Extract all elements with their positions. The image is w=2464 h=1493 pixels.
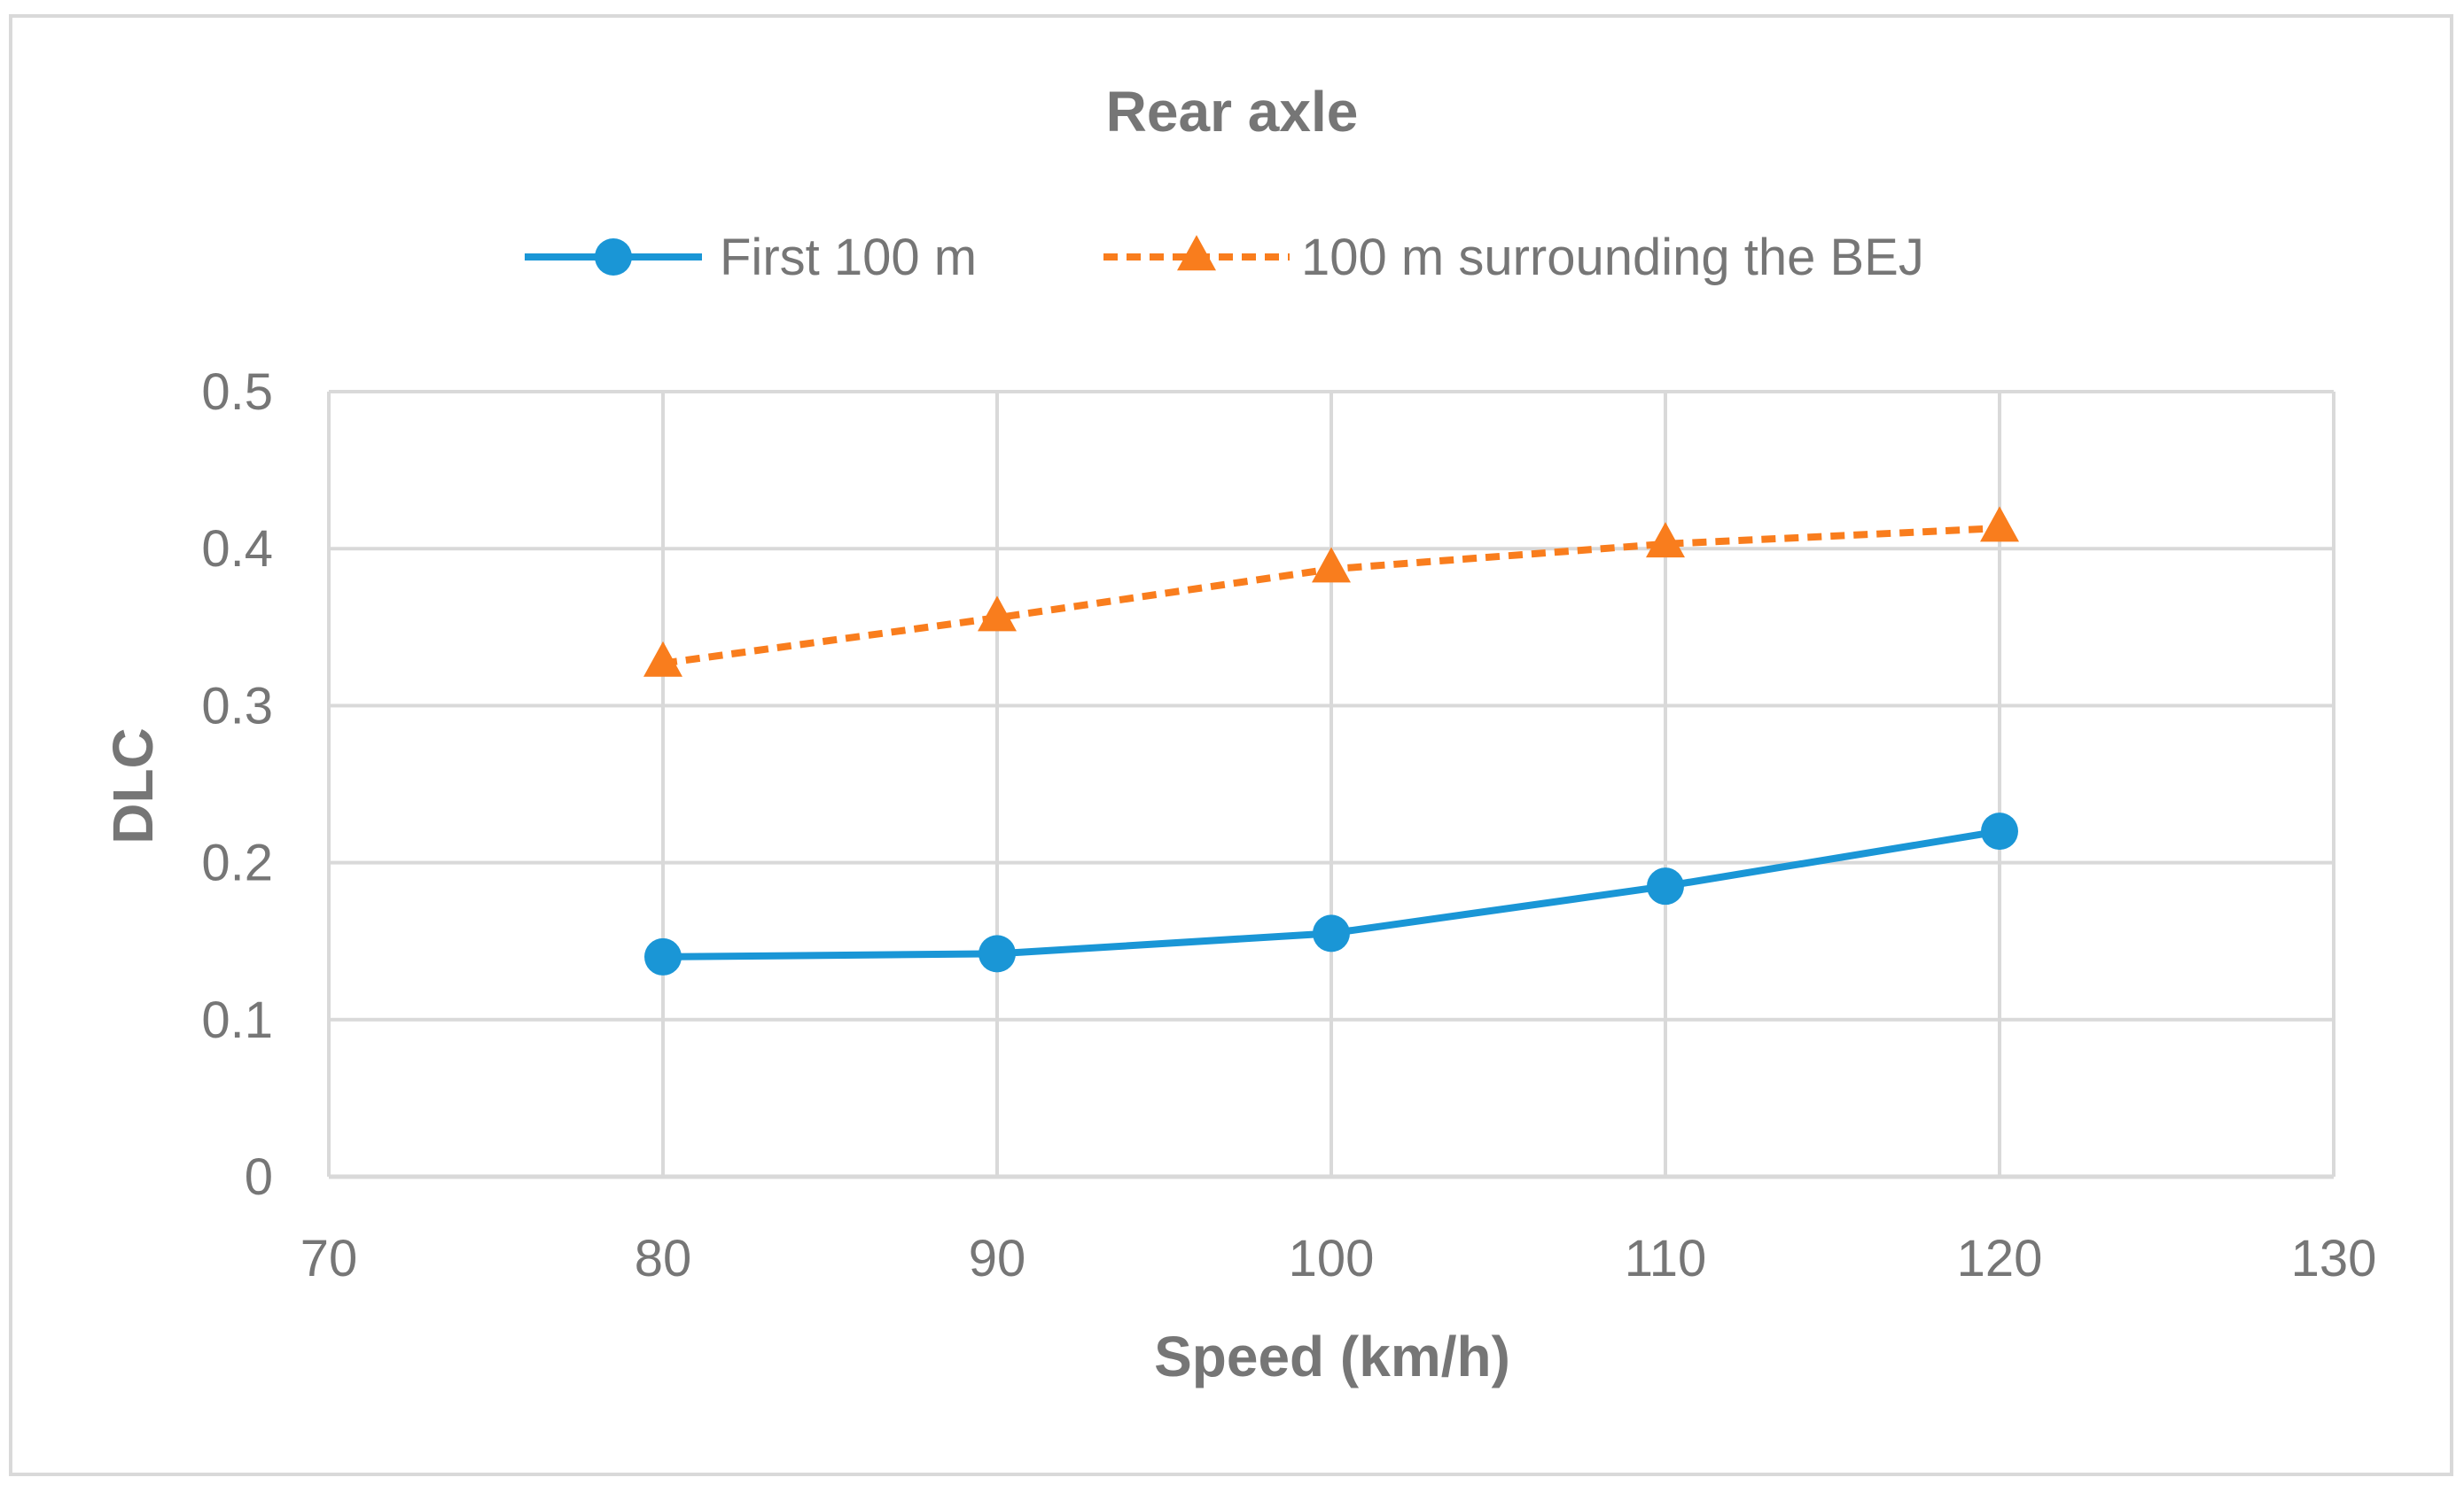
legend-label: 100 m surrounding the BEJ <box>1301 229 1924 286</box>
data-point <box>1647 867 1684 906</box>
data-point <box>978 595 1017 632</box>
data-point <box>1981 813 2018 851</box>
chart-outer-border <box>9 14 2453 1476</box>
series-layer <box>643 506 2019 976</box>
chart-title: Rear axle <box>1106 80 1359 144</box>
x-tick-label: 120 <box>1957 1230 2043 1287</box>
y-tick-label: 0.4 <box>201 520 273 578</box>
x-tick-label: 100 <box>1289 1230 1375 1287</box>
legend: First 100 m 100 m surrounding the BEJ <box>525 229 1924 286</box>
y-tick-label: 0 <box>245 1148 273 1206</box>
y-tick-label: 0.1 <box>201 991 273 1049</box>
legend-item-2: 100 m surrounding the BEJ <box>1103 229 1924 286</box>
legend-item-1: First 100 m <box>525 229 977 286</box>
data-point <box>979 935 1016 973</box>
data-point <box>1312 547 1351 583</box>
x-tick-label: 70 <box>300 1230 358 1287</box>
y-axis-title: DLC <box>101 727 165 844</box>
x-tick-label: 90 <box>969 1230 1026 1287</box>
y-tick-label: 0.2 <box>201 835 273 892</box>
y-tick-label: 0.3 <box>201 677 273 735</box>
x-axis-tick-labels: 70 80 90 100 110 120 130 <box>300 1230 2377 1287</box>
data-point <box>1313 914 1350 953</box>
data-point <box>1980 506 2019 542</box>
legend-marker <box>1177 235 1216 271</box>
x-axis-title: Speed (km/h) <box>1154 1325 1510 1388</box>
data-point <box>1646 522 1685 558</box>
x-tick-label: 130 <box>2291 1230 2377 1287</box>
y-axis-tick-labels: 0 0.1 0.2 0.3 0.4 0.5 <box>201 363 273 1206</box>
y-tick-label: 0.5 <box>201 363 273 421</box>
series-2 <box>643 506 2019 677</box>
legend-marker <box>595 238 632 276</box>
data-point <box>644 937 682 976</box>
legend-label: First 100 m <box>720 229 977 286</box>
x-tick-label: 80 <box>635 1230 692 1287</box>
data-point <box>643 641 682 677</box>
x-tick-label: 110 <box>1625 1230 1706 1287</box>
series-1 <box>644 813 2018 976</box>
